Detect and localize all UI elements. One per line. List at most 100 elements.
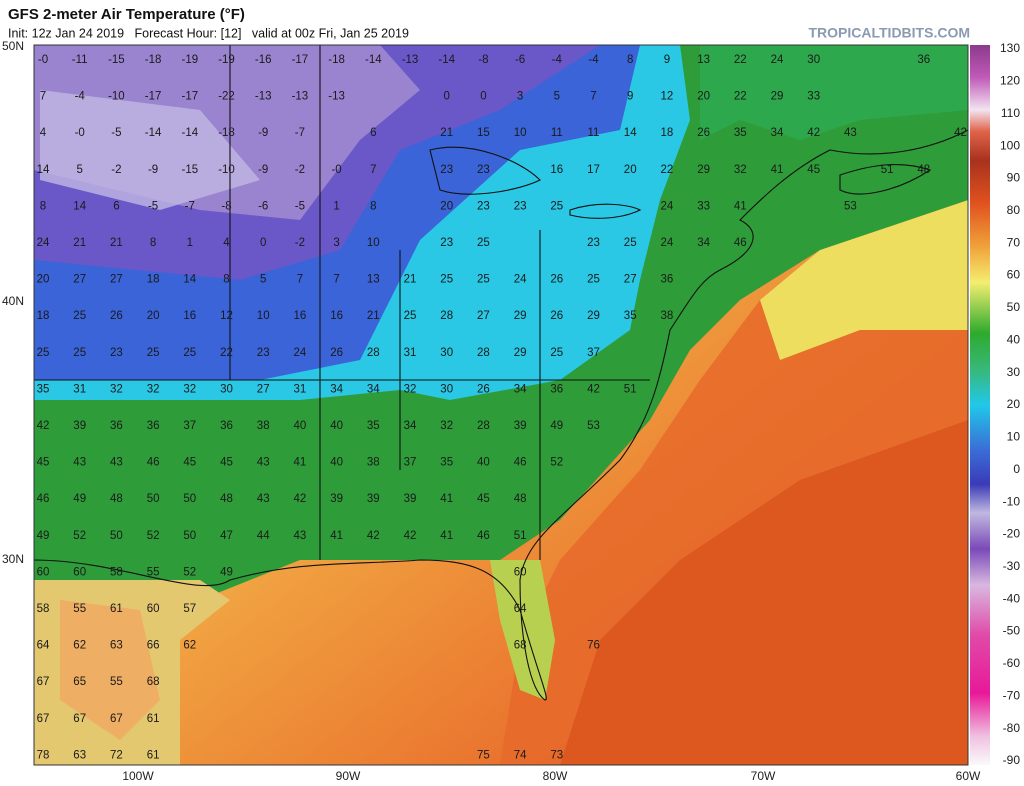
- station-value: 45: [220, 457, 233, 469]
- station-value: 47: [220, 530, 233, 542]
- station-value: 72: [110, 749, 123, 761]
- station-value: 67: [110, 713, 123, 725]
- station-value: 40: [330, 457, 343, 469]
- station-value: 25: [587, 274, 600, 286]
- station-value: 67: [73, 713, 86, 725]
- station-value: 11: [551, 127, 563, 139]
- station-value: 22: [734, 54, 747, 66]
- station-value: 53: [587, 420, 600, 432]
- station-value: 25: [440, 274, 453, 286]
- station-value: 27: [624, 274, 637, 286]
- station-value: 50: [110, 530, 123, 542]
- station-value: 67: [37, 713, 50, 725]
- station-value: 34: [404, 420, 417, 432]
- station-value: 13: [697, 54, 710, 66]
- station-value: 37: [404, 457, 417, 469]
- colorbar-label: 40: [1007, 332, 1021, 346]
- station-value: 60: [73, 566, 86, 578]
- station-value: 49: [37, 530, 50, 542]
- longitude-label: 100W: [122, 769, 154, 783]
- station-value: 27: [477, 310, 490, 322]
- station-value: 50: [183, 493, 196, 505]
- station-value: -0: [331, 164, 341, 176]
- station-value: 25: [477, 237, 490, 249]
- map-frame: [33, 44, 969, 766]
- station-value: 25: [183, 347, 196, 359]
- station-value: 26: [477, 383, 490, 395]
- station-value: -15: [108, 54, 125, 66]
- station-value: 4: [223, 237, 230, 249]
- colorbar-label: -20: [1003, 527, 1021, 541]
- station-value: -18: [328, 54, 345, 66]
- station-value: -13: [402, 54, 419, 66]
- station-value: 25: [404, 310, 417, 322]
- station-value: -22: [218, 91, 235, 103]
- station-value: 32: [110, 383, 123, 395]
- station-value: 25: [73, 310, 86, 322]
- station-value: 24: [661, 237, 674, 249]
- station-value: 23: [110, 347, 123, 359]
- colorbar: [970, 45, 990, 765]
- station-value: 32: [183, 383, 196, 395]
- station-value: 14: [37, 164, 50, 176]
- station-value: 21: [404, 274, 417, 286]
- station-value: -6: [258, 200, 268, 212]
- station-value: 38: [257, 420, 270, 432]
- station-value: 46: [514, 457, 527, 469]
- station-value: 31: [404, 347, 417, 359]
- station-value: 32: [440, 420, 453, 432]
- station-value: -5: [295, 200, 305, 212]
- station-value: 39: [514, 420, 527, 432]
- station-value: 43: [294, 530, 307, 542]
- station-value: 32: [404, 383, 417, 395]
- longitude-label: 90W: [336, 769, 361, 783]
- station-value: 15: [477, 127, 490, 139]
- station-value: -10: [218, 164, 235, 176]
- station-value: 23: [440, 237, 453, 249]
- station-value: 74: [514, 749, 527, 761]
- station-value: 34: [330, 383, 343, 395]
- station-value: 18: [661, 127, 674, 139]
- station-value: 4: [40, 127, 47, 139]
- station-value: 42: [954, 127, 967, 139]
- station-value: 42: [367, 530, 380, 542]
- latitude-label: 40N: [2, 294, 24, 308]
- station-value: -0: [75, 127, 85, 139]
- longitude-labels: 100W 90W 80W 70W 60W: [122, 769, 981, 783]
- station-value: 41: [734, 200, 747, 212]
- station-value: 24: [661, 200, 674, 212]
- station-value: 57: [183, 603, 196, 615]
- station-value: 0: [443, 91, 449, 103]
- station-value: 24: [37, 237, 50, 249]
- station-value: 20: [147, 310, 160, 322]
- station-value: 33: [697, 200, 710, 212]
- colorbar-label: 100: [1000, 138, 1020, 152]
- station-value: 49: [73, 493, 86, 505]
- colorbar-label: 50: [1007, 300, 1021, 314]
- station-value: 34: [514, 383, 527, 395]
- station-value: 23: [257, 347, 270, 359]
- station-value: 9: [627, 91, 633, 103]
- colorbar-label: -50: [1003, 624, 1021, 638]
- colorbar-label: -70: [1003, 688, 1021, 702]
- station-value: 25: [624, 237, 637, 249]
- station-value: -9: [258, 127, 268, 139]
- station-value: 17: [587, 164, 600, 176]
- station-value: 44: [257, 530, 270, 542]
- station-value: 28: [367, 347, 380, 359]
- colorbar-label: -90: [1003, 753, 1021, 767]
- station-value: 31: [73, 383, 86, 395]
- station-value: 45: [183, 457, 196, 469]
- station-value: 5: [76, 164, 82, 176]
- station-value: 43: [257, 493, 270, 505]
- station-value: 39: [73, 420, 86, 432]
- station-value: 49: [220, 566, 233, 578]
- station-value: 46: [147, 457, 160, 469]
- station-value: 48: [220, 493, 233, 505]
- temperature-field: [34, 45, 968, 765]
- station-value: 25: [37, 347, 50, 359]
- station-value: 6: [113, 200, 119, 212]
- station-value: 78: [37, 749, 50, 761]
- station-value: 62: [183, 640, 196, 652]
